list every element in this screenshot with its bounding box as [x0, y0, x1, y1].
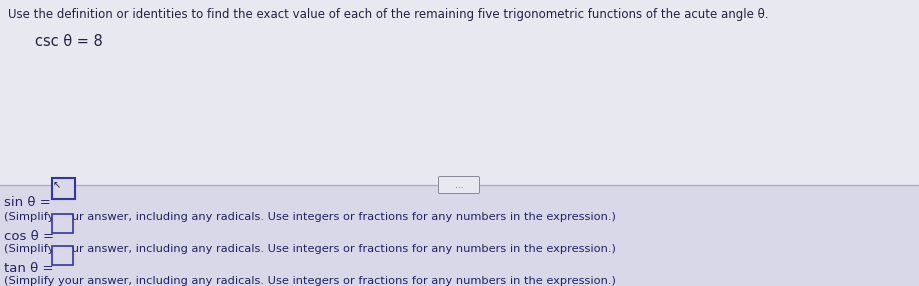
Text: csc θ = 8: csc θ = 8 [35, 34, 103, 49]
FancyBboxPatch shape [438, 176, 480, 194]
Text: (Simplify your answer, including any radicals. Use integers or fractions for any: (Simplify your answer, including any rad… [4, 244, 616, 254]
Text: ↖: ↖ [53, 180, 62, 190]
FancyBboxPatch shape [51, 245, 73, 265]
Text: sin θ =: sin θ = [4, 196, 55, 209]
Text: Use the definition or identities to find the exact value of each of the remainin: Use the definition or identities to find… [8, 8, 768, 21]
Text: cos θ =: cos θ = [4, 230, 58, 243]
Bar [0, 0, 919, 186]
FancyBboxPatch shape [51, 178, 74, 198]
FancyBboxPatch shape [51, 214, 73, 233]
Text: (Simplify your answer, including any radicals. Use integers or fractions for any: (Simplify your answer, including any rad… [4, 276, 616, 286]
Bar [0, 186, 919, 286]
Text: (Simplify your answer, including any radicals. Use integers or fractions for any: (Simplify your answer, including any rad… [4, 212, 616, 222]
Text: ...: ... [455, 180, 463, 190]
Text: tan θ =: tan θ = [4, 262, 58, 275]
